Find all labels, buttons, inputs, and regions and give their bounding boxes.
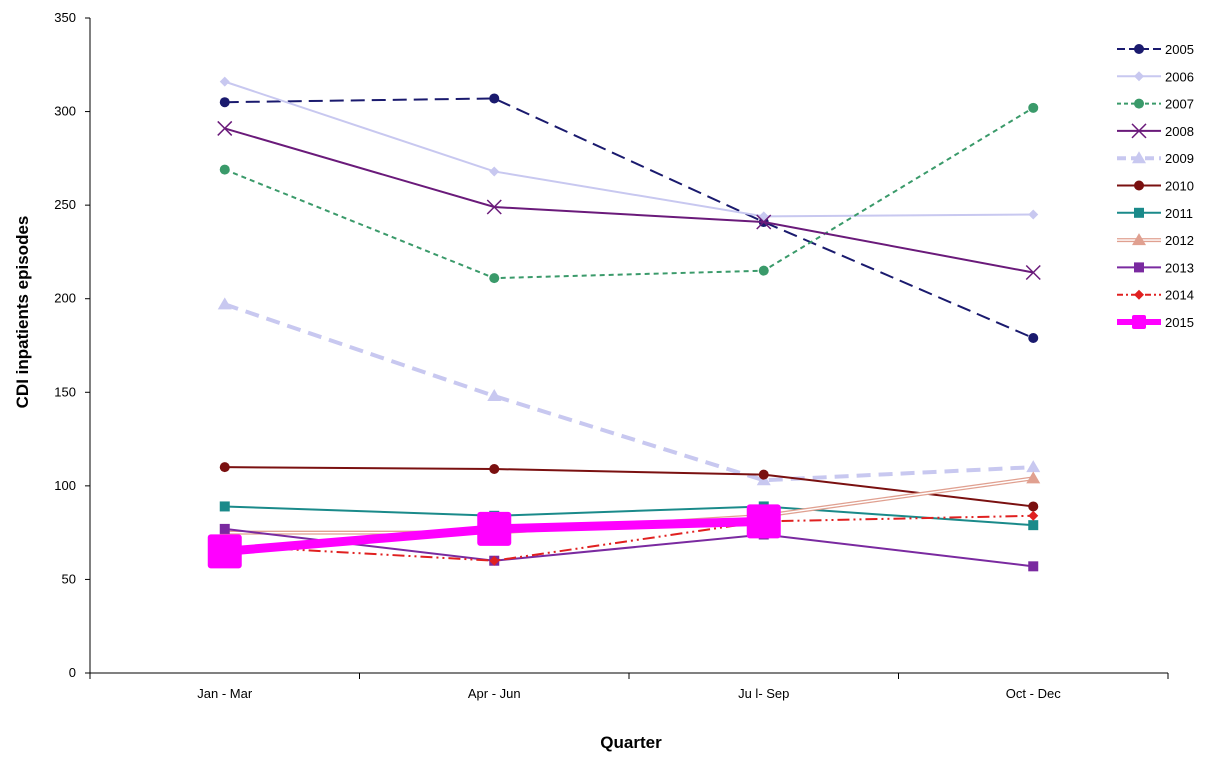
legend-label: 2015 [1165, 315, 1194, 330]
series-2006-point-1 [219, 76, 230, 87]
series-2011-point-4 [1028, 520, 1039, 531]
series-2014-line [224, 514, 1034, 562]
legend-swatch-marker [1131, 123, 1147, 139]
series-2005-point-1 [219, 97, 230, 108]
legend-item-2008: 2008 [1117, 123, 1194, 139]
legend-swatch-marker [1134, 71, 1144, 82]
series-2008-point-2 [486, 199, 502, 215]
x-tick-label: Ju l- Sep [738, 686, 789, 701]
series-2010 [219, 462, 1039, 512]
series-2010-point-4 [1028, 501, 1039, 512]
legend-item-2012: 2012 [1117, 233, 1194, 248]
y-tick-label: 200 [54, 291, 76, 306]
legend-label: 2007 [1165, 97, 1194, 112]
series-2006-point-2 [489, 166, 500, 177]
series-2010-point-3 [758, 469, 769, 480]
legend-item-2007: 2007 [1117, 97, 1194, 112]
legend-item-2015: 2015 [1117, 315, 1194, 330]
series-2007-line [224, 106, 1034, 280]
series-2006 [219, 76, 1039, 222]
legend-swatch-marker [1134, 289, 1144, 300]
legend-label: 2008 [1165, 124, 1194, 139]
series-2007-point-4 [1028, 102, 1039, 113]
series-2005-point-2 [489, 93, 500, 104]
legend-label: 2010 [1165, 179, 1194, 194]
legend-item-2014: 2014 [1117, 288, 1194, 303]
series-2011-line [224, 505, 1034, 527]
series-2006-line [224, 80, 1034, 218]
y-tick-label: 50 [62, 571, 76, 586]
series-2015 [207, 504, 781, 569]
y-tick-label: 0 [69, 665, 76, 680]
legend-label: 2014 [1165, 288, 1194, 303]
legend-swatch-marker [1132, 151, 1146, 164]
series-2015-point-3 [746, 504, 781, 539]
y-tick-label: 350 [54, 10, 76, 25]
series-2005-line [224, 97, 1034, 339]
series-2009-point-1 [217, 297, 232, 310]
legend-label: 2005 [1165, 42, 1194, 57]
legend-swatch-marker [1134, 262, 1144, 273]
y-tick-label: 250 [54, 197, 76, 212]
y-tick-label: 300 [54, 104, 76, 119]
series-2007-point-2 [489, 273, 500, 284]
legend-item-2011: 2011 [1117, 206, 1193, 221]
series-2013-point-1 [219, 523, 230, 534]
series-2009 [217, 297, 1041, 486]
series-2008-point-4 [1025, 264, 1041, 281]
legend-item-2013: 2013 [1117, 260, 1194, 275]
series-2012-point-4 [1026, 471, 1041, 484]
y-tick-label: 150 [54, 384, 76, 399]
x-axis-title: Quarter [600, 733, 662, 752]
series-2014-point-2 [489, 555, 500, 566]
series-2007-point-3 [758, 265, 769, 276]
series-2010-point-1 [219, 462, 230, 473]
y-tick-label: 100 [54, 478, 76, 493]
series-2008 [217, 120, 1041, 281]
series-2009-line [224, 302, 1034, 483]
legend-label: 2013 [1165, 260, 1194, 275]
legend-item-2010: 2010 [1117, 179, 1194, 194]
legend-swatch-marker [1134, 98, 1144, 109]
series-2008-line [224, 127, 1034, 274]
series-2009-point-2 [487, 389, 502, 402]
series-2005 [219, 93, 1039, 344]
series-2005-point-4 [1028, 333, 1039, 344]
series-2010-line [224, 466, 1034, 508]
series-2006-point-4 [1028, 209, 1039, 220]
series-2015-point-2 [477, 511, 512, 546]
y-axis-title: CDI inpatients episodes [13, 216, 32, 409]
series-2007-point-1 [219, 164, 230, 175]
x-tick-label: Oct - Dec [1006, 686, 1061, 701]
legend-label: 2006 [1165, 69, 1194, 84]
series-2014-point-4 [1028, 510, 1039, 521]
x-tick-label: Apr - Jun [468, 686, 521, 701]
series-2010-point-2 [489, 464, 500, 475]
legend-swatch-marker [1134, 207, 1144, 218]
legend-item-2005: 2005 [1117, 42, 1194, 57]
legend-swatch-marker [1132, 233, 1146, 246]
legend-swatch-marker [1132, 315, 1146, 329]
series-2007 [219, 102, 1039, 284]
series-2013-point-4 [1028, 561, 1039, 572]
legend-swatch-marker [1134, 44, 1144, 54]
axes: 0 50 100 150 200 250 300 350 Jan - Mar Apr - Jun J… [54, 10, 1169, 701]
legend-item-2009: 2009 [1117, 151, 1194, 166]
series-2015-point-1 [207, 534, 242, 569]
legend-swatch-marker [1134, 180, 1144, 191]
legend: 2005 2006 2007 2008 2009 2010 2011 2012 2013 2014… [1117, 42, 1194, 330]
legend-label: 2009 [1165, 151, 1194, 166]
legend-item-2006: 2006 [1117, 69, 1194, 84]
series-2009-point-4 [1026, 460, 1041, 473]
series-2013-line [224, 527, 1034, 568]
legend-label: 2012 [1165, 233, 1194, 248]
series-2008-point-3 [756, 214, 772, 230]
legend-label: 2011 [1165, 206, 1193, 221]
x-tick-label: Jan - Mar [197, 686, 253, 701]
series-2008-point-1 [217, 120, 233, 136]
series-2011-point-1 [219, 501, 230, 512]
series-layer [207, 76, 1041, 572]
